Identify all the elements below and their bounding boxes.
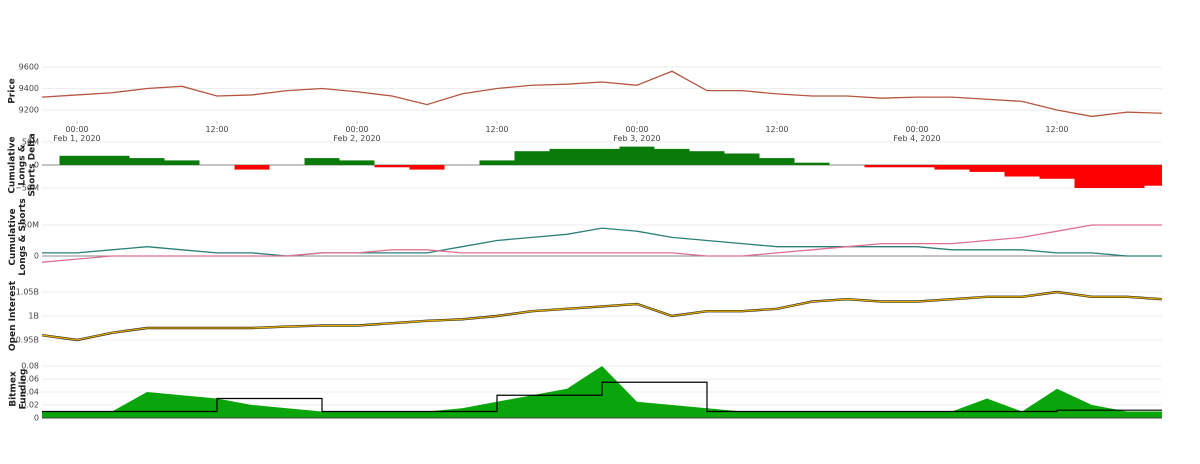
x-tick-label: 00:00 Feb 1, 2020	[53, 124, 101, 143]
funding-step	[42, 381, 1162, 413]
y-tick-label: −50M	[15, 184, 39, 193]
delta-bar	[759, 158, 795, 165]
y-tick-label: 0.95B	[16, 336, 39, 345]
y-tick-label: 0	[34, 161, 39, 170]
delta-bar	[864, 165, 900, 168]
y-tick-label: 0.08	[21, 362, 39, 371]
y-tick-label: 0.06	[21, 375, 39, 384]
y-axis-title: Bitmex Funding	[8, 368, 28, 410]
y-tick-label: 0.04	[21, 388, 39, 397]
delta-bar	[1109, 165, 1145, 188]
y-tick-label: 9400	[19, 84, 39, 93]
delta-bar	[654, 148, 690, 165]
x-tick-label: 00:00 Feb 4, 2020	[893, 124, 941, 143]
y-tick-label: 50M	[22, 221, 39, 230]
y-tick-label: 0	[34, 252, 39, 261]
delta-bar	[1004, 165, 1040, 177]
y-axis-title: Open Interest	[8, 280, 18, 352]
delta-bar	[794, 162, 830, 165]
y-tick-label: 9600	[19, 62, 39, 71]
y-tick-label: 1B	[28, 312, 39, 321]
delta-bar	[374, 165, 410, 168]
y-tick-label: 0.02	[21, 401, 39, 410]
delta-bar	[164, 160, 200, 165]
delta-bar	[1039, 165, 1075, 179]
line	[41, 224, 1162, 263]
delta-bar	[1074, 165, 1110, 188]
y-tick-label: 1.05B	[16, 288, 39, 297]
delta-bar	[549, 148, 585, 165]
delta-bar	[969, 165, 1005, 172]
line	[41, 70, 1163, 118]
y-tick-label: 50M	[22, 138, 39, 147]
line	[42, 227, 1162, 257]
y-tick-label: 9200	[19, 105, 39, 114]
x-tick-label: 12:00	[205, 124, 229, 134]
y-axis-title: Cumulative Longs & Shorts	[8, 198, 28, 277]
delta-bar	[934, 165, 970, 170]
delta-bar	[1144, 165, 1162, 186]
delta-bar	[584, 148, 620, 165]
delta-bar	[479, 160, 515, 165]
line	[41, 291, 1163, 341]
delta-bar	[409, 165, 445, 170]
delta-bar	[304, 158, 340, 165]
y-axis-title: Cumulative Longs & Shorts Delta	[8, 133, 38, 197]
delta-bar	[724, 153, 760, 165]
y-axis-title: Price	[8, 78, 19, 104]
x-tick-label: 12:00	[765, 124, 789, 134]
delta-bar	[94, 155, 130, 165]
x-tick-label: 00:00 Feb 2, 2020	[333, 124, 381, 143]
delta-bar	[689, 151, 725, 165]
delta-bar	[339, 160, 375, 165]
delta-bar	[234, 165, 270, 170]
delta-bar	[619, 146, 655, 165]
delta-bar	[514, 151, 550, 165]
x-tick-label: 12:00	[1045, 124, 1069, 134]
y-tick-label: 0	[34, 414, 39, 423]
x-tick-label: 00:00 Feb 3, 2020	[613, 124, 661, 143]
delta-bar	[59, 155, 95, 165]
x-tick-label: 12:00	[485, 124, 509, 134]
delta-bar	[129, 158, 165, 165]
delta-bar	[899, 165, 935, 168]
